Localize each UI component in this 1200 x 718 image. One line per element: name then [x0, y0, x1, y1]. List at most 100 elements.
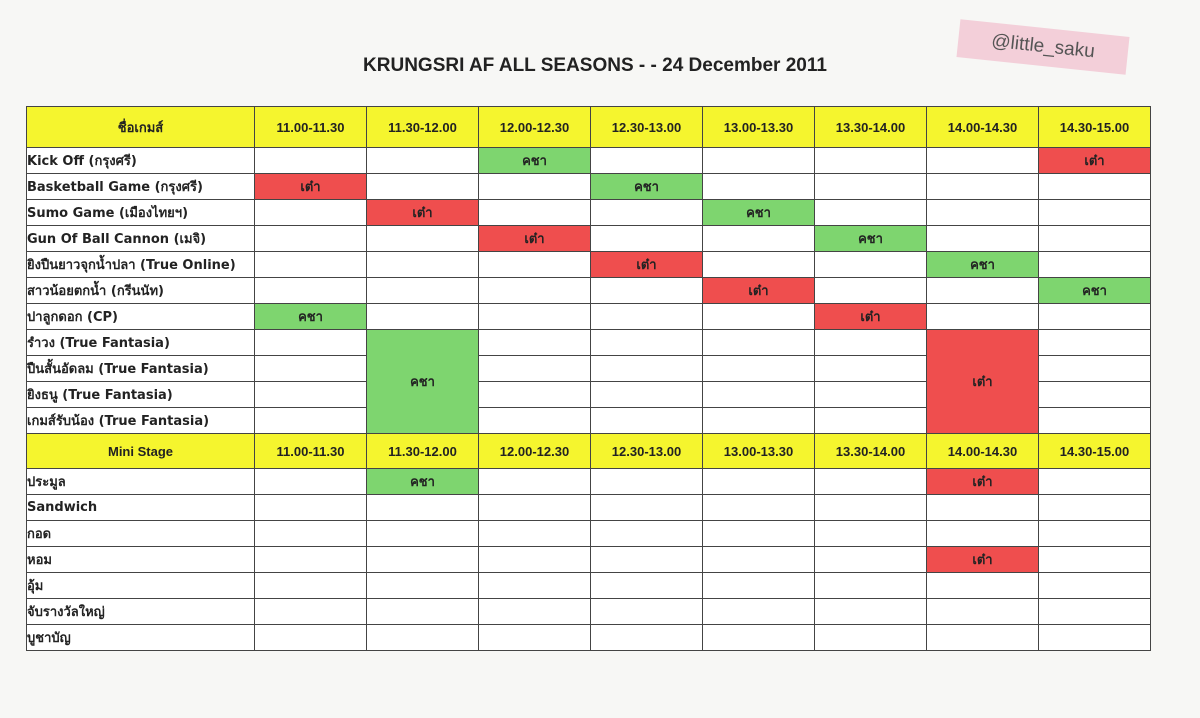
time-slot-header: 12.30-13.00	[590, 106, 703, 148]
mini-stage-row: จับรางวัลใหญ่	[26, 598, 1151, 625]
empty-cell	[590, 355, 703, 382]
time-slot-header: 11.30-12.00	[366, 106, 479, 148]
empty-cell	[590, 624, 703, 651]
empty-cell	[814, 277, 927, 304]
empty-cell	[926, 277, 1039, 304]
empty-cell	[926, 494, 1039, 521]
time-slot-header: 14.30-15.00	[1038, 106, 1151, 148]
game-row: Basketball Game (กรุงศรี) เต๋า คชา	[26, 173, 1151, 200]
time-slot-header: 13.30-14.00	[814, 106, 927, 148]
empty-cell	[814, 355, 927, 382]
game-row: Sumo Game (เมืองไทยฯ) เต๋า คชา	[26, 199, 1151, 226]
empty-cell	[702, 468, 815, 495]
empty-cell	[1038, 407, 1151, 434]
empty-cell	[254, 251, 367, 278]
assignment-cell: เต๋า	[926, 468, 1039, 495]
empty-cell	[366, 147, 479, 174]
empty-cell	[702, 598, 815, 625]
assignment-cell: คชา	[1038, 277, 1151, 304]
empty-cell	[1038, 329, 1151, 356]
empty-cell	[814, 494, 927, 521]
assignment-cell: เต๋า	[366, 199, 479, 226]
game-row: Gun Of Ball Cannon (เมจิ) เต๋า คชา	[26, 225, 1151, 252]
empty-cell	[254, 598, 367, 625]
game-name: Gun Of Ball Cannon (เมจิ)	[26, 225, 255, 252]
game-row: Kick Off (กรุงศรี) คชา เต๋า	[26, 147, 1151, 174]
empty-cell	[254, 147, 367, 174]
mini-stage-row: ประมูล คชา เต๋า	[26, 468, 1151, 495]
assignment-cell: คชา	[366, 468, 479, 495]
empty-cell	[814, 329, 927, 356]
empty-cell	[590, 572, 703, 599]
empty-cell	[702, 572, 815, 599]
empty-cell	[926, 624, 1039, 651]
time-slot-header: 12.00-12.30	[478, 433, 591, 469]
empty-cell	[702, 546, 815, 573]
time-slot-header: 14.00-14.30	[926, 106, 1039, 148]
empty-cell	[702, 251, 815, 278]
empty-cell	[814, 199, 927, 226]
empty-cell	[366, 173, 479, 200]
empty-cell	[590, 598, 703, 625]
empty-cell	[478, 624, 591, 651]
empty-cell	[926, 598, 1039, 625]
empty-cell	[926, 520, 1039, 547]
empty-cell	[1038, 468, 1151, 495]
mini-name-header: Mini Stage	[26, 433, 255, 469]
empty-cell	[814, 381, 927, 408]
activity-name: หอม	[26, 546, 255, 573]
game-row: ปืนสั้นอัดลม (True Fantasia)	[26, 355, 1151, 382]
empty-cell	[1038, 199, 1151, 226]
empty-cell	[1038, 225, 1151, 252]
empty-cell	[590, 520, 703, 547]
assignment-cell: เต๋า	[702, 277, 815, 304]
game-name: ปาลูกดอก (CP)	[26, 303, 255, 330]
empty-cell	[478, 355, 591, 382]
game-name: สาวน้อยตกน้ำ (กรีนนัท)	[26, 277, 255, 304]
empty-cell	[814, 624, 927, 651]
game-row: สาวน้อยตกน้ำ (กรีนนัท) เต๋า คชา	[26, 277, 1151, 304]
empty-cell	[1038, 624, 1151, 651]
time-slot-header: 11.00-11.30	[254, 106, 367, 148]
empty-cell	[366, 494, 479, 521]
empty-cell	[814, 173, 927, 200]
empty-cell	[478, 251, 591, 278]
empty-cell	[1038, 251, 1151, 278]
empty-cell	[478, 407, 591, 434]
time-slot-header: 12.00-12.30	[478, 106, 591, 148]
empty-cell	[254, 624, 367, 651]
empty-cell	[702, 329, 815, 356]
mini-stage-row: หอม เต๋า	[26, 546, 1151, 573]
empty-cell	[478, 199, 591, 226]
assignment-cell: คชา	[590, 173, 703, 200]
empty-cell	[590, 329, 703, 356]
assignment-cell: เต๋า	[926, 546, 1039, 573]
game-name: รำวง (True Fantasia)	[26, 329, 255, 356]
empty-cell	[814, 598, 927, 625]
empty-cell	[478, 468, 591, 495]
empty-cell	[1038, 598, 1151, 625]
empty-cell	[366, 251, 479, 278]
assignment-cell: คชา	[702, 199, 815, 226]
assignment-cell: เต๋า	[478, 225, 591, 252]
games-name-header: ชื่อเกมส์	[26, 106, 255, 148]
time-slot-header: 12.30-13.00	[590, 433, 703, 469]
empty-cell	[702, 407, 815, 434]
empty-cell	[814, 407, 927, 434]
empty-cell	[478, 381, 591, 408]
empty-cell	[366, 624, 479, 651]
empty-cell	[702, 225, 815, 252]
game-name: ยิงธนู (True Fantasia)	[26, 381, 255, 408]
empty-cell	[926, 173, 1039, 200]
mini-stage-row: กอด	[26, 520, 1151, 547]
games-section: ชื่อเกมส์ 11.00-11.30 11.30-12.00 12.00-12.…	[26, 106, 1151, 434]
empty-cell	[1038, 381, 1151, 408]
mini-stage-section: Mini Stage 11.00-11.30 11.30-12.00 12.00-12…	[26, 433, 1151, 651]
game-name: เกมส์รับน้อง (True Fantasia)	[26, 407, 255, 434]
game-row: ยิงปืนยาวจุกน้ำปลา (True Online) เต๋า คชา	[26, 251, 1151, 278]
empty-cell	[366, 546, 479, 573]
empty-cell	[926, 147, 1039, 174]
empty-cell	[590, 468, 703, 495]
game-row: รำวง (True Fantasia) คชา เต๋า	[26, 329, 1151, 434]
time-slot-header: 11.30-12.00	[366, 433, 479, 469]
